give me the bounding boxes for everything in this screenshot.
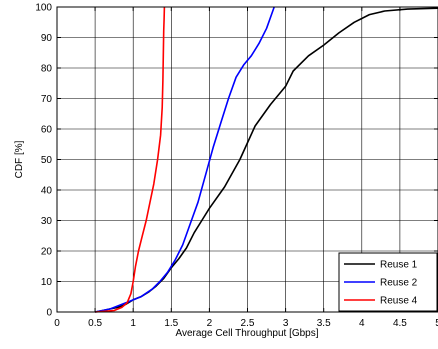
legend-label: Reuse 2 <box>380 278 418 289</box>
y-tick-label: 80 <box>41 64 53 75</box>
x-tick-label: 4 <box>359 318 365 329</box>
y-axis-label: CDF [%] <box>14 140 25 178</box>
y-tick-label: 50 <box>41 155 53 166</box>
y-tick-label: 20 <box>41 247 53 258</box>
series-line-reuse-4 <box>95 6 166 313</box>
y-tick-label: 100 <box>35 3 52 14</box>
series-line-reuse-2 <box>94 6 275 313</box>
x-tick-label: 3 <box>283 318 289 329</box>
axis-ticks: 00.511.522.533.544.550102030405060708090… <box>35 3 438 329</box>
series-lines <box>94 6 438 313</box>
x-tick-label: 0.5 <box>88 318 102 329</box>
x-tick-label: 5 <box>435 318 438 329</box>
legend-label: Reuse 4 <box>380 296 418 307</box>
y-tick-label: 10 <box>41 277 53 288</box>
y-tick-label: 90 <box>41 33 53 44</box>
x-tick-label: 4.5 <box>393 318 407 329</box>
y-tick-label: 0 <box>46 308 52 319</box>
x-axis-label: Average Cell Throughput [Gbps] <box>175 328 318 339</box>
x-tick-label: 3.5 <box>317 318 331 329</box>
legend-label: Reuse 1 <box>380 260 418 271</box>
x-tick-label: 2.5 <box>241 318 255 329</box>
y-tick-label: 70 <box>41 94 53 105</box>
x-tick-label: 1 <box>130 318 136 329</box>
y-tick-label: 60 <box>41 125 53 136</box>
legend: Reuse 1 Reuse 2 Reuse 4 <box>338 252 438 312</box>
x-tick-label: 0 <box>54 318 60 329</box>
x-tick-label: 2 <box>207 318 213 329</box>
y-tick-label: 40 <box>41 186 53 197</box>
y-tick-label: 30 <box>41 216 53 227</box>
x-tick-label: 1.5 <box>164 318 178 329</box>
